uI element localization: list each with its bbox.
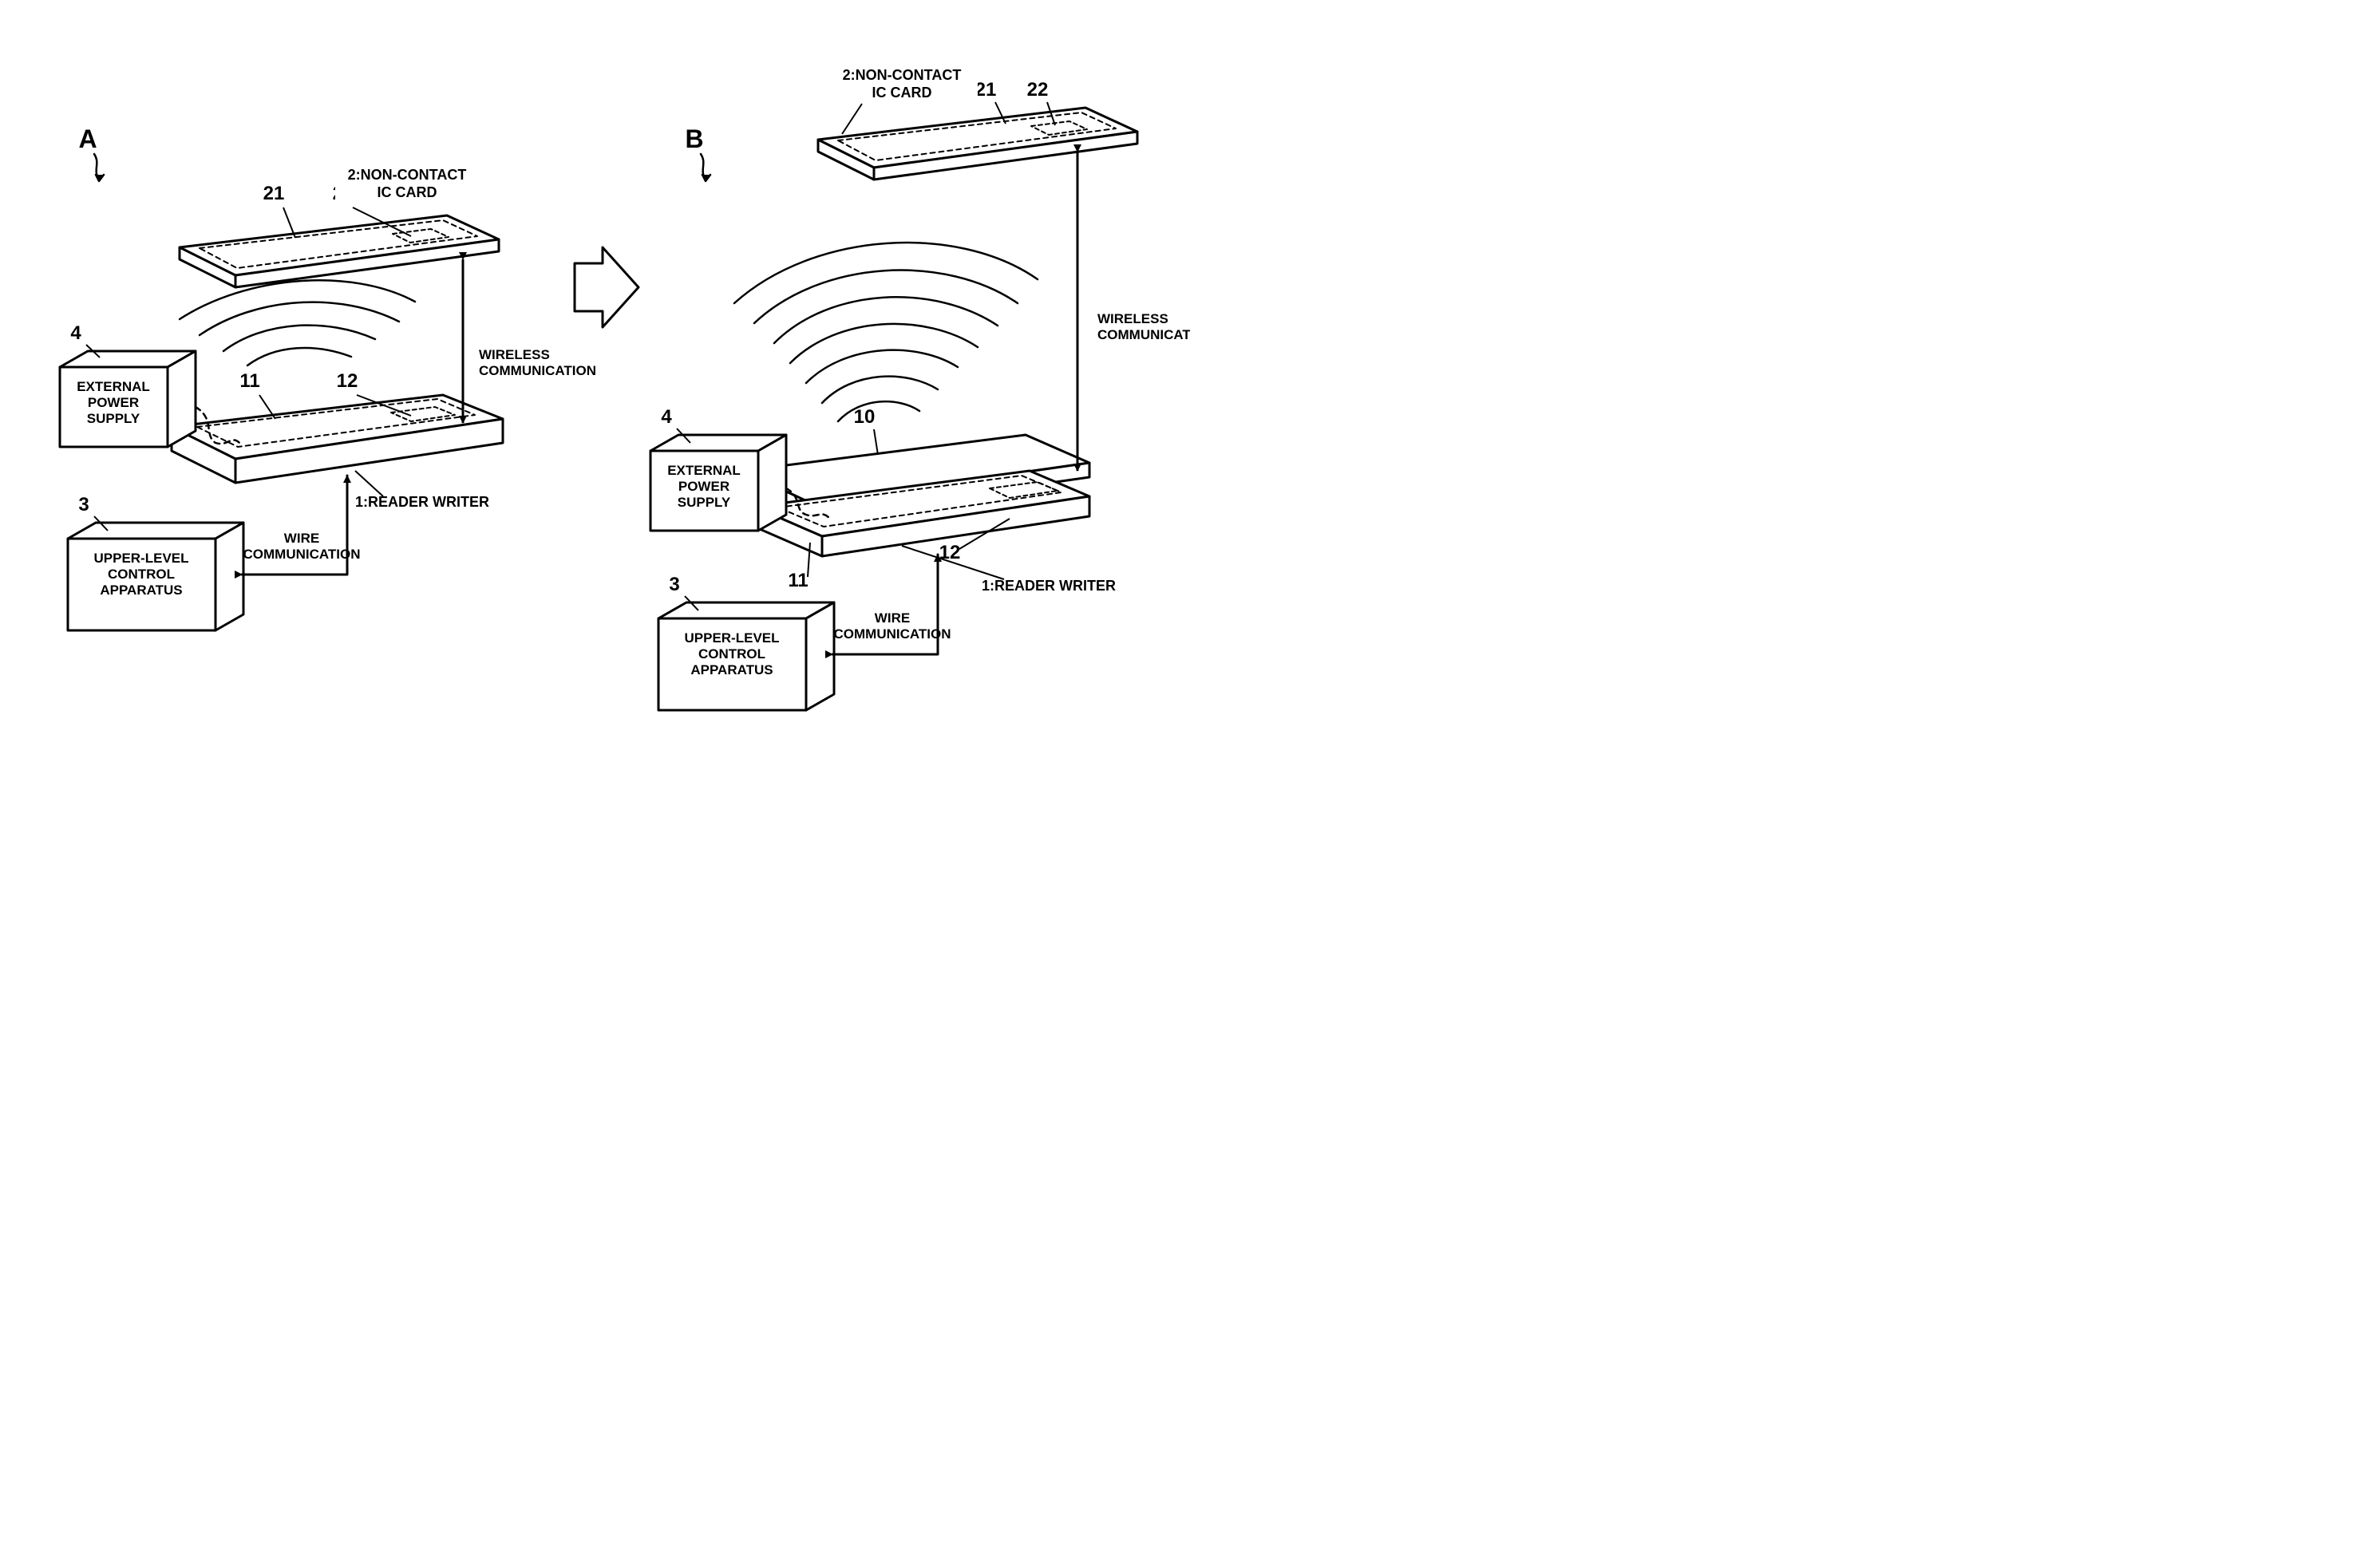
- : [702, 175, 710, 181]
- panelA-letter: A: [78, 124, 97, 153]
- panelB-wave-0: [734, 243, 1038, 303]
- panelA-reader-label: 1:READER WRITER: [355, 494, 489, 510]
- panelA-wave-3: [247, 348, 351, 365]
- panelA-wave-1: [200, 302, 399, 335]
- panelB-ref3: 3: [669, 574, 679, 595]
- panelB-extpower-side: [758, 435, 786, 531]
- : [355, 471, 383, 496]
- panelB-controller-top: [658, 602, 834, 618]
- panelA-ref4: 4: [70, 322, 81, 344]
- panelA-ref3: 3: [78, 494, 89, 515]
- panelB-ref21: 21: [975, 79, 997, 101]
- panelB-ref12: 12: [939, 542, 961, 563]
- panelA-extpower-text: EXTERNALPOWERSUPPLY: [77, 379, 150, 426]
- panelB-wave-5: [822, 377, 938, 403]
- transition-arrow: [575, 247, 638, 327]
- panelA-wire-label: WIRECOMMUNICATION: [243, 531, 361, 562]
- panelA-ref11: 11: [239, 370, 259, 392]
- panelA-controller-text: UPPER-LEVELCONTROLAPPARATUS: [93, 551, 188, 598]
- panelA-extpower-side: [168, 351, 196, 447]
- : [874, 429, 878, 455]
- panelA-controller-side: [215, 523, 243, 630]
- panelA-ref12: 12: [337, 370, 358, 392]
- panelA-ref21: 21: [263, 183, 285, 204]
- : [842, 104, 862, 134]
- panelB-reader-label: 1:READER WRITER: [982, 578, 1116, 594]
- panelB-letter: B: [685, 124, 703, 153]
- panelB-wireless-label: WIRELESSCOMMUNICATION: [1097, 311, 1190, 342]
- panelB-ref4: 4: [661, 406, 672, 428]
- panelB-ref11: 11: [788, 570, 808, 591]
- panelB-ref10: 10: [854, 406, 876, 428]
- panelB-wave-2: [774, 297, 998, 343]
- panelB-ref22: 22: [1027, 79, 1049, 101]
- panelB-wave-4: [806, 350, 958, 383]
- panelB-wave-6: [838, 401, 919, 421]
- panelB-wave-3: [790, 324, 978, 363]
- panelA-controller-top: [68, 523, 243, 539]
- panelB-controller-text: UPPER-LEVELCONTROLAPPARATUS: [684, 630, 779, 677]
- : [96, 175, 104, 181]
- panelB-wire-label: WIRECOMMUNICATION: [834, 610, 951, 642]
- panelB-extpower-text: EXTERNALPOWERSUPPLY: [667, 463, 741, 510]
- panelB-controller-side: [806, 602, 834, 710]
- panelA-wireless-label: WIRELESSCOMMUNICATION: [479, 347, 596, 378]
